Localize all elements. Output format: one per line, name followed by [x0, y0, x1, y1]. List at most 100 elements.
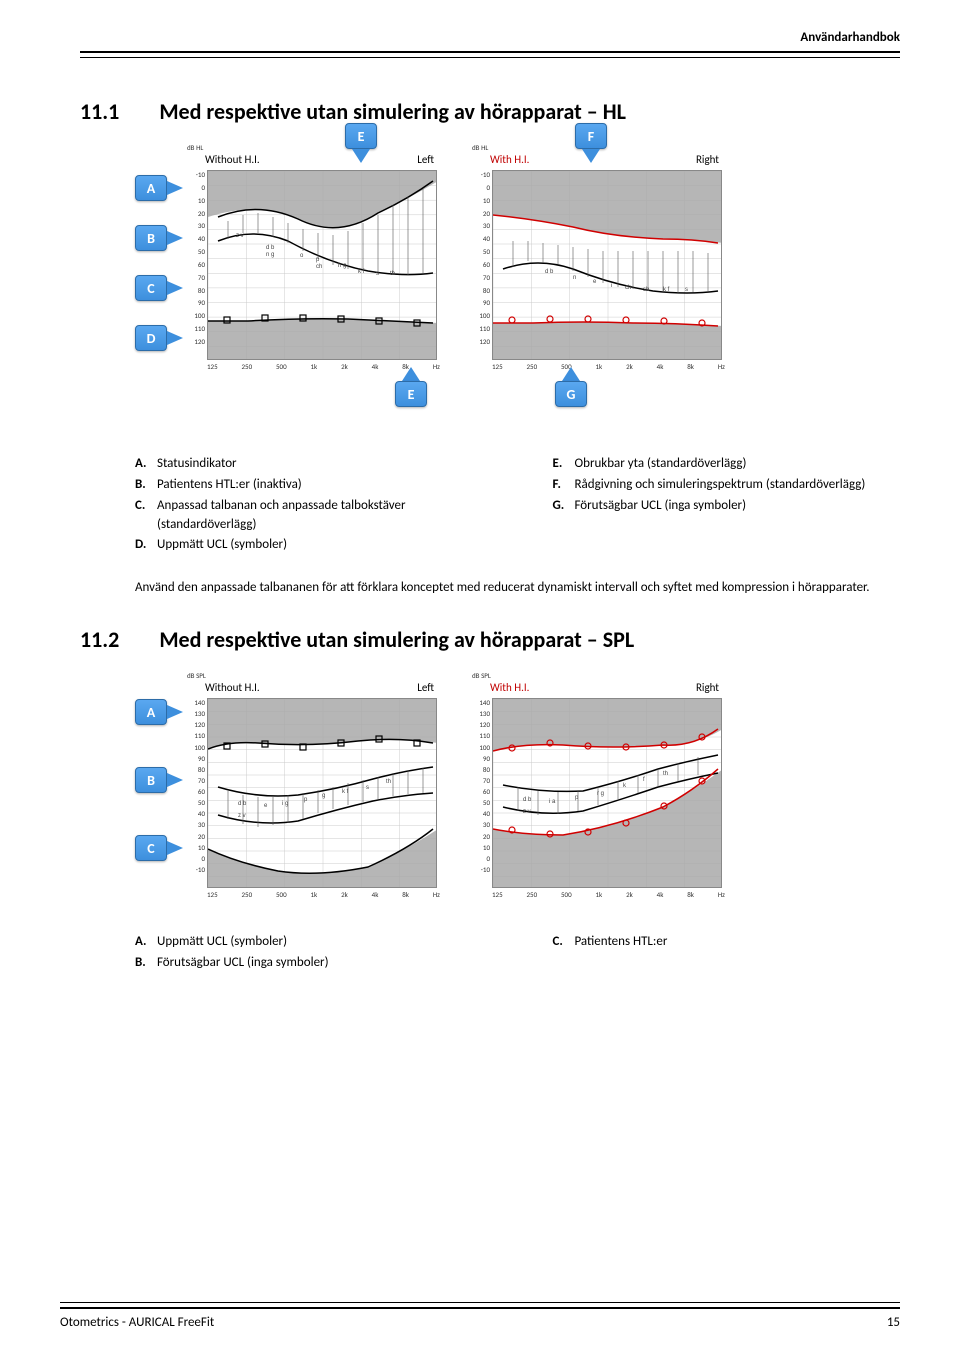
legend-key: B.	[135, 476, 151, 495]
x-axis-right: 1252505001k2k4k8kHz	[492, 360, 725, 371]
svg-text:e: e	[593, 279, 597, 285]
svg-text:r g: r g	[597, 791, 604, 797]
legend-text: Förutsägbar UCL (inga symboler)	[575, 497, 747, 516]
legend-text: Patientens HTL:er	[575, 933, 668, 952]
svg-text:th: th	[663, 771, 668, 777]
legend-text: Anpassad talbanan och anpassade talbokst…	[157, 497, 483, 535]
legend-text: Uppmätt UCL (symboler)	[157, 933, 287, 952]
x-axis: 1252505001k2k4k8kHz	[207, 888, 440, 899]
legend-item: C.Anpassad talbanan och anpassade talbok…	[135, 497, 483, 535]
rule-top-thin	[80, 57, 900, 58]
y-axis-spl-r: 1401301201101009080706050403020100-10	[470, 698, 492, 874]
chart-title-side: Right	[696, 681, 719, 694]
chart-hl-left: Without H.I. Left dB HL -100102030405060…	[185, 153, 440, 371]
legend-11-1: A. Statusindikator B. Patientens HTL:er (in…	[135, 455, 900, 557]
callout-B: B	[135, 225, 167, 251]
svg-text:k f: k f	[342, 789, 349, 795]
callout-F-top: F	[575, 123, 607, 149]
footer-page: 15	[887, 1315, 900, 1330]
legend-item: C. Patientens HTL:er	[553, 933, 901, 952]
svg-text:k: k	[623, 783, 627, 789]
page-footer: Otometrics - AURICAL FreeFit 15	[60, 1262, 900, 1330]
legend-key: G.	[553, 497, 569, 516]
svg-text:s: s	[366, 785, 369, 791]
svg-text:z v: z v	[236, 233, 244, 239]
legend-text: Rådgivning och simuleringspektrum (stand…	[575, 476, 866, 495]
callout-E-bottom: E	[395, 381, 427, 407]
callout-C2: C	[135, 835, 167, 861]
legend-11-2: A. Uppmätt UCL (symboler) B. Förutsägbar UC…	[135, 933, 900, 975]
chart-title-side: Left	[417, 681, 434, 694]
legend-item: D.Uppmätt UCL (symboler)	[135, 536, 483, 555]
callout-A2: A	[135, 699, 167, 725]
legend-text: Statusindikator	[157, 455, 237, 474]
chart-title-left: With H.I.	[490, 681, 529, 694]
legend-text: Obrukbar yta (standardöverlägg)	[575, 455, 747, 474]
callout-D: D	[135, 325, 167, 351]
legend-item: A. Uppmätt UCL (symboler)	[135, 933, 483, 952]
y-unit: dB SPL	[472, 671, 491, 680]
y-unit: dB SPL	[187, 671, 206, 680]
svg-text:th: th	[386, 779, 391, 785]
chart-hl-right: With H.I. Right dB HL -10010203040506070…	[470, 153, 725, 371]
svg-text:n g: n g	[266, 252, 274, 258]
svg-text:i g: i g	[282, 801, 288, 807]
svg-text:e: e	[264, 803, 268, 809]
legend-text: Uppmätt UCL (symboler)	[157, 536, 287, 555]
page-header: Användarhandbok	[80, 30, 900, 51]
svg-text:f: f	[643, 777, 645, 783]
svg-text:k f: k f	[663, 287, 670, 293]
figure-11-2: A B C Without H.I. Left	[135, 681, 900, 911]
side-callouts-1: A B C D	[135, 153, 167, 351]
rule-top-thick	[80, 51, 900, 53]
section-heading: Med respektive utan simulering av hörapp…	[159, 626, 634, 653]
chart-spl-left: Without H.I. Left dB SPL 140130120110100…	[185, 681, 440, 899]
callout-G-bottom: G	[555, 381, 587, 407]
legend-text: Förutsägbar UCL (inga symboler)	[157, 954, 329, 973]
callout-C: C	[135, 275, 167, 301]
svg-text:i: i	[611, 283, 612, 289]
svg-text:s: s	[376, 271, 379, 277]
legend-key: C.	[553, 933, 569, 952]
svg-text:z v: z v	[238, 813, 246, 819]
svg-text:ch: ch	[316, 264, 322, 270]
svg-text:d b: d b	[266, 245, 275, 251]
svg-text:d b: d b	[545, 269, 554, 275]
svg-text:z v: z v	[523, 809, 531, 815]
chart-title-left: With H.I.	[490, 153, 529, 166]
legend-item: B. Patientens HTL:er (inaktiva)	[135, 476, 483, 495]
svg-text:k f: k f	[358, 269, 365, 275]
legend-key: E.	[553, 455, 569, 474]
legend-item: B. Förutsägbar UCL (inga symboler)	[135, 954, 483, 973]
svg-text:th: th	[390, 271, 395, 277]
callout-A: A	[135, 175, 167, 201]
section-number: 11.2	[80, 626, 119, 653]
figure-11-1: E F A B C	[135, 153, 900, 433]
y-unit: dB HL	[187, 143, 203, 152]
svg-text:g: g	[322, 793, 325, 799]
legend-item: F.Rådgivning och simuleringspektrum (sta…	[553, 476, 901, 495]
legend-key: A.	[135, 933, 151, 952]
section-11-2-title: 11.2 Med respektive utan simulering av h…	[80, 626, 900, 653]
chart-spl-right: With H.I. Right dB SPL 14013012011010090…	[470, 681, 725, 899]
legend-item: G. Förutsägbar UCL (inga symboler)	[553, 497, 901, 516]
legend-text: Patientens HTL:er (inaktiva)	[157, 476, 302, 495]
legend-key: B.	[135, 954, 151, 973]
svg-text:o: o	[300, 253, 304, 259]
legend-item: A. Statusindikator	[135, 455, 483, 474]
chart-title-left: Without H.I.	[205, 153, 260, 166]
chart-title-side: Left	[417, 153, 434, 166]
side-callouts-2: A B C	[135, 681, 167, 861]
svg-text:d b: d b	[523, 797, 532, 803]
paragraph-11-1: Använd den anpassade talbananen för att …	[135, 579, 900, 598]
chart-title-left: Without H.I.	[205, 681, 260, 694]
chart-title-side: Right	[696, 153, 719, 166]
legend-key: A.	[135, 455, 151, 474]
legend-item: E. Obrukbar yta (standardöverlägg)	[553, 455, 901, 474]
svg-text:sh: sh	[643, 287, 649, 293]
legend-key: C.	[135, 497, 151, 535]
svg-text:h g: h g	[338, 263, 346, 269]
svg-text:p: p	[304, 797, 308, 803]
y-unit: dB HL	[472, 143, 488, 152]
y-axis-right: -100102030405060708090100110120	[470, 170, 492, 346]
